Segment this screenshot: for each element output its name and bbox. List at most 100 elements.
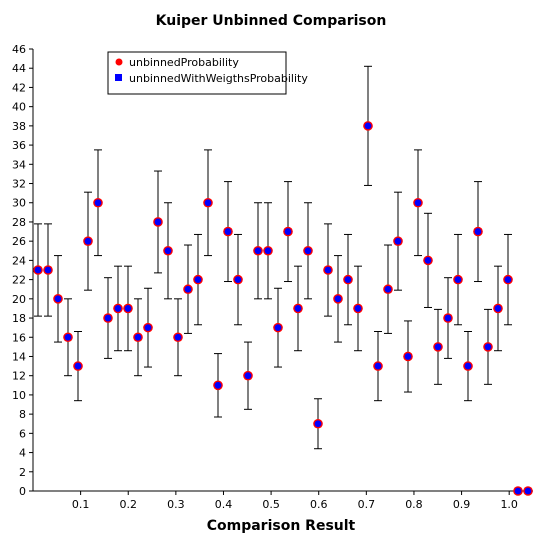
- x-tick-label: 0.3: [167, 498, 185, 511]
- data-point: [193, 233, 203, 326]
- data-point: [113, 265, 123, 352]
- data-point: [253, 202, 263, 300]
- marker-inner-circle: [194, 276, 202, 284]
- data-point: [83, 191, 93, 291]
- data-point: [163, 202, 173, 300]
- data-point: [463, 330, 473, 402]
- marker-inner-circle: [304, 247, 312, 255]
- x-tick-label: 0.1: [72, 498, 90, 511]
- data-point: [363, 65, 373, 186]
- data-point: [243, 341, 253, 410]
- data-point: [513, 486, 523, 496]
- marker-inner-circle: [44, 266, 52, 274]
- data-point: [123, 265, 133, 352]
- data-point: [73, 330, 83, 402]
- marker-inner-circle: [474, 228, 482, 235]
- marker-inner-circle: [274, 324, 282, 332]
- marker-inner-circle: [414, 199, 422, 207]
- marker-inner-circle: [134, 333, 142, 341]
- data-point: [473, 181, 483, 283]
- chart-title: Kuiper Unbinned Comparison: [156, 13, 387, 29]
- data-point: [353, 265, 363, 352]
- marker-inner-circle: [234, 276, 242, 284]
- x-tick-label: 0.8: [405, 498, 423, 511]
- y-tick-label: 18: [12, 312, 26, 325]
- marker-inner-circle: [114, 305, 122, 312]
- x-tick-label: 0.4: [215, 498, 233, 511]
- y-tick-label: 2: [19, 466, 26, 479]
- y-tick-label: 38: [12, 120, 26, 133]
- data-point: [483, 308, 493, 385]
- data-point: [373, 330, 383, 402]
- y-tick-label: 46: [12, 43, 26, 56]
- marker-inner-circle: [254, 247, 262, 255]
- marker-inner-circle: [494, 305, 502, 312]
- data-point: [343, 233, 353, 326]
- data-point: [263, 202, 273, 300]
- y-tick-label: 28: [12, 216, 26, 229]
- marker-inner-circle: [144, 324, 152, 332]
- data-point: [383, 244, 393, 334]
- y-tick-label: 22: [12, 274, 26, 287]
- marker-inner-circle: [374, 362, 382, 370]
- marker-inner-circle: [504, 276, 512, 284]
- data-point: [53, 255, 63, 343]
- x-tick-label: 0.5: [262, 498, 280, 511]
- marker-inner-circle: [334, 295, 342, 303]
- x-tick-label: 0.6: [310, 498, 328, 511]
- x-tick-label: 0.2: [119, 498, 137, 511]
- marker-inner-circle: [264, 247, 272, 255]
- y-tick-label: 34: [12, 158, 26, 171]
- marker-inner-circle: [294, 305, 302, 312]
- data-point: [493, 265, 503, 352]
- data-point: [183, 244, 193, 334]
- data-point: [413, 149, 423, 257]
- data-point: [43, 223, 53, 317]
- data-point: [153, 170, 163, 274]
- marker-inner-circle: [184, 285, 192, 293]
- data-point: [143, 287, 153, 368]
- legend-marker-circle: [115, 58, 123, 66]
- data-point: [423, 212, 433, 308]
- y-tick-label: 26: [12, 235, 26, 248]
- data-point: [333, 255, 343, 343]
- marker-inner-circle: [104, 314, 112, 322]
- data-point: [453, 233, 463, 326]
- marker-inner-circle: [34, 266, 42, 274]
- marker-inner-circle: [124, 305, 132, 312]
- y-tick-label: 10: [12, 389, 26, 402]
- marker-inner-circle: [244, 372, 252, 380]
- marker-inner-circle: [364, 122, 372, 130]
- legend-box: [107, 51, 287, 95]
- marker-inner-circle: [164, 247, 172, 255]
- data-point: [103, 277, 113, 359]
- marker-inner-circle: [174, 333, 182, 341]
- data-point: [293, 265, 303, 352]
- legend-marker-square: [115, 74, 122, 81]
- data-point: [433, 308, 443, 385]
- y-tick-label: 24: [12, 254, 26, 267]
- marker-inner-circle: [54, 295, 62, 303]
- legend-label-unbinned-weights: unbinnedWithWeigthsProbability: [129, 72, 308, 85]
- data-point: [133, 298, 143, 377]
- marker-inner-circle: [84, 237, 92, 245]
- legend-label-unbinned: unbinnedProbability: [129, 56, 239, 69]
- y-tick-label: 20: [12, 293, 26, 306]
- data-point: [213, 353, 223, 418]
- marker-inner-circle: [154, 218, 162, 226]
- marker-inner-circle: [424, 256, 432, 264]
- data-point: [283, 181, 293, 283]
- marker-inner-circle: [454, 276, 462, 284]
- x-tick-label: 0.7: [358, 498, 376, 511]
- marker-inner-circle: [94, 199, 102, 207]
- x-axis-title: Comparison Result: [207, 518, 356, 534]
- x-tick-label: 0.9: [453, 498, 471, 511]
- y-tick-label: 16: [12, 331, 26, 344]
- y-tick-label: 4: [19, 447, 26, 460]
- marker-inner-circle: [314, 420, 322, 428]
- marker-inner-circle: [204, 199, 212, 207]
- y-tick-label: 40: [12, 101, 26, 114]
- y-tick-label: 0: [19, 485, 26, 498]
- marker-inner-circle: [434, 343, 442, 351]
- x-tick-label: 1.0: [500, 498, 518, 511]
